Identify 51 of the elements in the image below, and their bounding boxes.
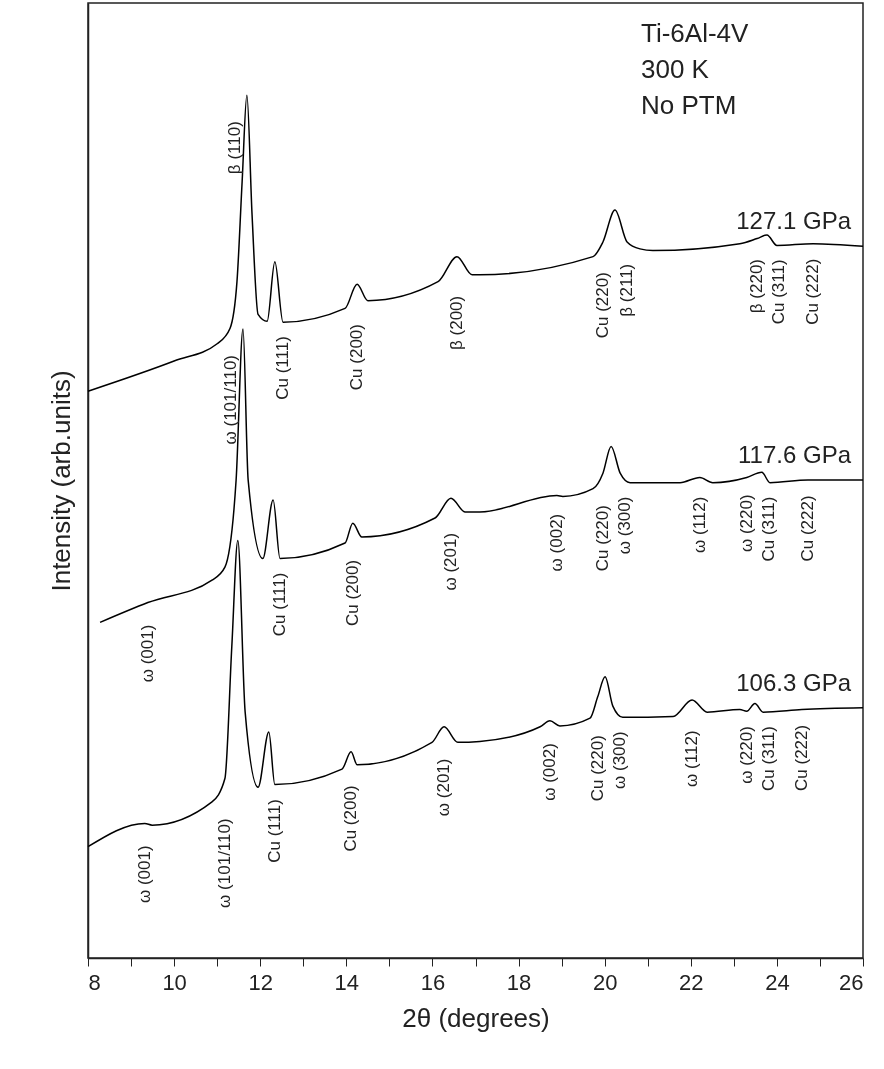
annotation: β (200) (446, 295, 466, 350)
annotation: Cu (111) (273, 336, 293, 400)
annotation: ω (201) (440, 532, 460, 591)
annotation: Cu (200) (342, 559, 362, 626)
annotation: ω (220) (736, 726, 756, 784)
annotation: ω (002) (539, 743, 559, 801)
x-tick-label: 14 (334, 969, 360, 995)
x-tick-label: 24 (765, 969, 790, 995)
annotation: ω (300) (609, 731, 629, 789)
y-axis-title: Intensity (arb.units) (45, 370, 76, 592)
annotation: No PTM (641, 90, 737, 120)
x-tick-label: 12 (248, 969, 273, 995)
annotation: Cu (311) (769, 259, 789, 325)
series-label: 117.6 GPa (738, 441, 852, 469)
x-tick-label: 22 (679, 969, 704, 995)
annotation: ω (101/110) (214, 818, 234, 908)
annotation: β (110) (224, 121, 244, 175)
annotation: β (211) (617, 263, 637, 317)
text: Ti-6Al-4V (641, 18, 750, 48)
x-tick-label: 10 (162, 969, 187, 995)
annotation: ω (002) (546, 513, 566, 572)
annotation: Cu (220) (592, 505, 612, 572)
annotation: Cu (222) (797, 495, 817, 562)
x-axis-title: 2θ (degrees) (402, 1002, 550, 1033)
annotation: ω (101/110) (221, 354, 240, 445)
annotation: Cu (222) (803, 258, 823, 325)
x-tick-label: 20 (592, 969, 618, 995)
x-tick-label: 26 (839, 969, 864, 995)
annotation: Cu (200) (341, 785, 361, 852)
annotation: ω (300) (614, 496, 634, 555)
x-tick-label: 8 (88, 969, 101, 995)
annotation: Cu (200) (347, 324, 367, 391)
annotation: Cu (311) (758, 496, 778, 562)
annotation: ω (001) (137, 624, 157, 683)
annotation: ω (220) (736, 494, 756, 553)
series-label: 127.1 GPa (736, 207, 852, 235)
annotation: Cu (222) (791, 724, 811, 791)
annotation: Cu (220) (587, 735, 607, 802)
annotation: Cu (111) (270, 572, 290, 637)
annotation: Cu (111) (264, 799, 284, 863)
annotation: Cu (220) (592, 272, 612, 339)
annotation: ω (201) (434, 758, 454, 817)
annotation: ω (112) (682, 730, 702, 787)
annotation: ω (112) (689, 496, 709, 553)
annotation: ω (001) (134, 845, 154, 904)
x-tick-label: 16 (420, 969, 446, 995)
text: 300 K (641, 54, 710, 84)
series-label: 106.3 GPa (736, 668, 852, 696)
x-tick-label: 18 (506, 969, 532, 995)
annotation: Cu (311) (758, 726, 778, 791)
annotation: β (220) (747, 258, 767, 314)
